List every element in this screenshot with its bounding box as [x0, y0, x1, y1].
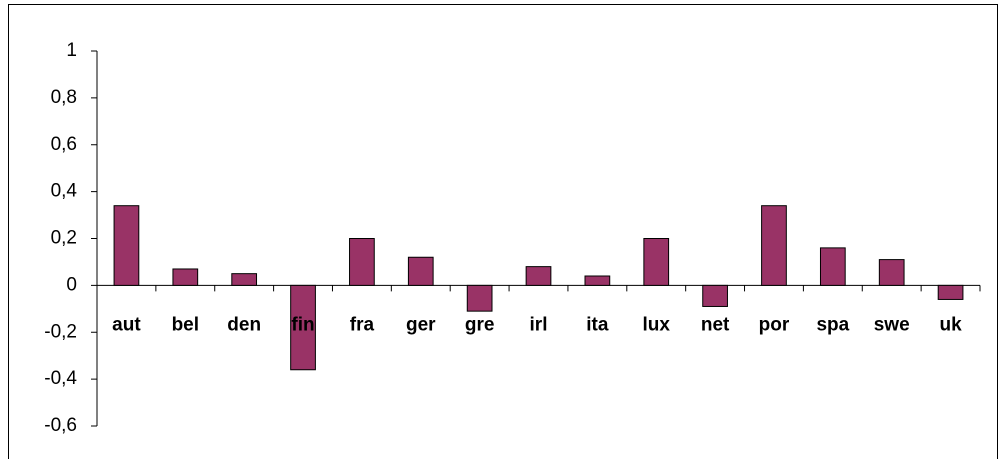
x-tick-label: irl — [530, 314, 548, 335]
bar — [525, 266, 552, 286]
bar — [407, 256, 434, 286]
x-tick-label: swe — [874, 314, 910, 335]
y-tick-label: 0,2 — [51, 228, 77, 249]
bar — [761, 205, 787, 286]
y-tick-label: -0,4 — [44, 368, 77, 389]
y-tick-label: 0,4 — [51, 181, 78, 202]
y-tick-label: 0 — [66, 274, 77, 295]
bar — [290, 284, 316, 371]
bar — [231, 273, 258, 286]
bar — [349, 238, 375, 286]
x-tick-label: por — [759, 314, 790, 335]
y-tick-label: 0,8 — [51, 87, 77, 108]
bar — [819, 247, 846, 286]
y-tick-label: 0,6 — [51, 134, 77, 155]
chart-frame — [8, 4, 998, 459]
x-tick-label: ger — [406, 314, 436, 335]
bar — [702, 284, 728, 307]
x-tick-label: fra — [350, 314, 375, 335]
bar — [937, 284, 964, 300]
bar — [584, 275, 611, 286]
x-tick-label: fin — [291, 314, 314, 335]
bar — [113, 205, 140, 286]
bar — [466, 284, 493, 312]
y-tick-label: -0,6 — [44, 415, 77, 436]
x-tick-label: aut — [112, 314, 141, 335]
y-tick-label: -0,2 — [44, 321, 77, 342]
x-tick-label: ita — [586, 314, 609, 335]
x-tick-label: lux — [643, 314, 671, 335]
x-tick-label: spa — [816, 314, 849, 335]
x-tick-label: gre — [465, 314, 495, 335]
x-tick-label: bel — [172, 314, 199, 335]
bar — [878, 259, 905, 286]
bar — [643, 238, 670, 286]
bar — [172, 268, 199, 286]
y-tick-label: 1 — [66, 40, 77, 61]
x-tick-label: net — [701, 314, 730, 335]
x-tick-label: den — [227, 314, 261, 335]
x-tick-label: uk — [939, 314, 962, 335]
